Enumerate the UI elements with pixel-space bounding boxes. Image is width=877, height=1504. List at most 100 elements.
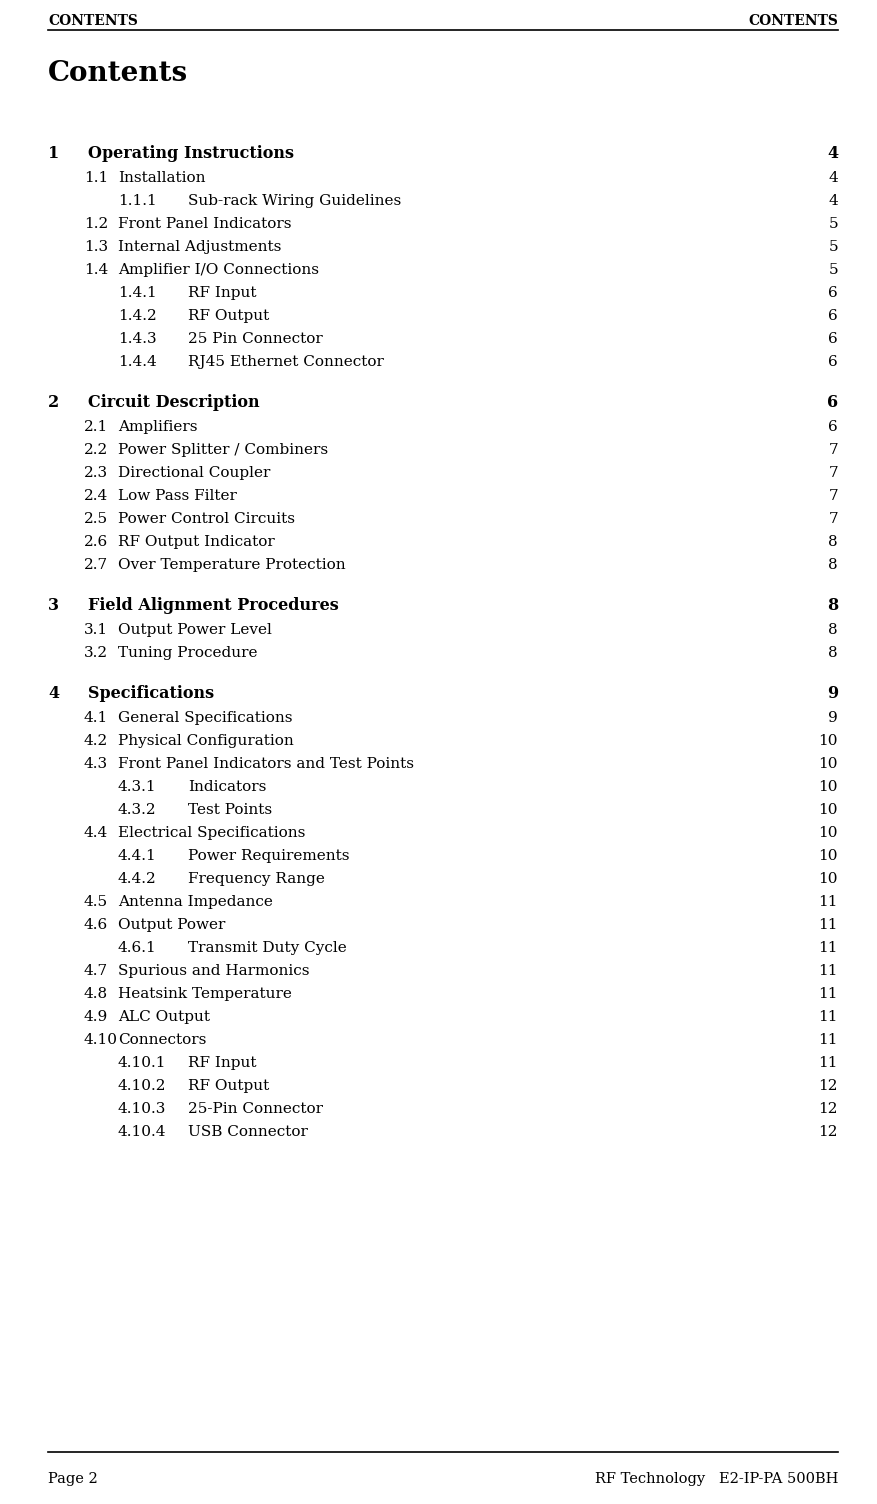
Text: Amplifier I/O Connections: Amplifier I/O Connections — [118, 263, 318, 277]
Text: 8: 8 — [827, 623, 837, 638]
Text: 1.4.2: 1.4.2 — [118, 308, 157, 323]
Text: Installation: Installation — [118, 171, 205, 185]
Text: 11: 11 — [817, 1011, 837, 1024]
Text: 10: 10 — [817, 734, 837, 747]
Text: 1.4.3: 1.4.3 — [118, 332, 156, 346]
Text: 2.5: 2.5 — [84, 511, 108, 526]
Text: 4.3.2: 4.3.2 — [118, 803, 156, 817]
Text: 4.10.2: 4.10.2 — [118, 1078, 167, 1093]
Text: RF Technology   E2-IP-PA 500BH: RF Technology E2-IP-PA 500BH — [594, 1472, 837, 1486]
Text: 25-Pin Connector: 25-Pin Connector — [188, 1102, 323, 1116]
Text: RF Input: RF Input — [188, 1056, 256, 1069]
Text: 11: 11 — [817, 1033, 837, 1047]
Text: 4.6: 4.6 — [84, 917, 108, 932]
Text: 6: 6 — [827, 355, 837, 368]
Text: 8: 8 — [827, 535, 837, 549]
Text: RF Output Indicator: RF Output Indicator — [118, 535, 275, 549]
Text: 7: 7 — [827, 444, 837, 457]
Text: 7: 7 — [827, 466, 837, 480]
Text: Electrical Specifications: Electrical Specifications — [118, 826, 305, 841]
Text: 10: 10 — [817, 848, 837, 863]
Text: 12: 12 — [817, 1102, 837, 1116]
Text: General Specifications: General Specifications — [118, 711, 292, 725]
Text: Low Pass Filter: Low Pass Filter — [118, 489, 237, 502]
Text: Front Panel Indicators: Front Panel Indicators — [118, 217, 291, 232]
Text: Contents: Contents — [48, 60, 188, 87]
Text: 4.5: 4.5 — [84, 895, 108, 908]
Text: 5: 5 — [827, 263, 837, 277]
Text: 9: 9 — [827, 711, 837, 725]
Text: 12: 12 — [817, 1125, 837, 1139]
Text: Physical Configuration: Physical Configuration — [118, 734, 294, 747]
Text: 7: 7 — [827, 511, 837, 526]
Text: 3.1: 3.1 — [84, 623, 108, 638]
Text: 6: 6 — [827, 332, 837, 346]
Text: 2.7: 2.7 — [84, 558, 108, 572]
Text: 4: 4 — [827, 194, 837, 208]
Text: 1.4.1: 1.4.1 — [118, 286, 157, 299]
Text: 4.2: 4.2 — [84, 734, 108, 747]
Text: Spurious and Harmonics: Spurious and Harmonics — [118, 964, 310, 978]
Text: 4.8: 4.8 — [84, 987, 108, 1002]
Text: 6: 6 — [827, 286, 837, 299]
Text: 4.4.2: 4.4.2 — [118, 872, 157, 886]
Text: 1.4.4: 1.4.4 — [118, 355, 157, 368]
Text: Frequency Range: Frequency Range — [188, 872, 324, 886]
Text: 12: 12 — [817, 1078, 837, 1093]
Text: 4.3: 4.3 — [84, 757, 108, 772]
Text: 8: 8 — [827, 647, 837, 660]
Text: Internal Adjustments: Internal Adjustments — [118, 241, 281, 254]
Text: 8: 8 — [827, 558, 837, 572]
Text: 11: 11 — [817, 942, 837, 955]
Text: CONTENTS: CONTENTS — [747, 14, 837, 29]
Text: 4.6.1: 4.6.1 — [118, 942, 157, 955]
Text: 11: 11 — [817, 987, 837, 1002]
Text: Over Temperature Protection: Over Temperature Protection — [118, 558, 346, 572]
Text: 4.9: 4.9 — [84, 1011, 108, 1024]
Text: 4: 4 — [48, 684, 59, 702]
Text: Sub-rack Wiring Guidelines: Sub-rack Wiring Guidelines — [188, 194, 401, 208]
Text: 4.10.3: 4.10.3 — [118, 1102, 166, 1116]
Text: 10: 10 — [817, 803, 837, 817]
Text: Antenna Impedance: Antenna Impedance — [118, 895, 273, 908]
Text: 4: 4 — [826, 144, 837, 162]
Text: 11: 11 — [817, 917, 837, 932]
Text: 1.2: 1.2 — [84, 217, 108, 232]
Text: Directional Coupler: Directional Coupler — [118, 466, 270, 480]
Text: 10: 10 — [817, 826, 837, 841]
Text: Specifications: Specifications — [88, 684, 214, 702]
Text: Connectors: Connectors — [118, 1033, 206, 1047]
Text: 10: 10 — [817, 781, 837, 794]
Text: Test Points: Test Points — [188, 803, 272, 817]
Text: 25 Pin Connector: 25 Pin Connector — [188, 332, 323, 346]
Text: RF Output: RF Output — [188, 1078, 269, 1093]
Text: 4.10: 4.10 — [84, 1033, 118, 1047]
Text: Amplifiers: Amplifiers — [118, 420, 197, 435]
Text: 2.1: 2.1 — [84, 420, 108, 435]
Text: 1.3: 1.3 — [84, 241, 108, 254]
Text: 9: 9 — [826, 684, 837, 702]
Text: 4.7: 4.7 — [84, 964, 108, 978]
Text: 1: 1 — [48, 144, 59, 162]
Text: 4.4: 4.4 — [84, 826, 108, 841]
Text: Transmit Duty Cycle: Transmit Duty Cycle — [188, 942, 346, 955]
Text: Power Requirements: Power Requirements — [188, 848, 349, 863]
Text: 4.1: 4.1 — [84, 711, 108, 725]
Text: 5: 5 — [827, 241, 837, 254]
Text: USB Connector: USB Connector — [188, 1125, 308, 1139]
Text: CONTENTS: CONTENTS — [48, 14, 138, 29]
Text: RF Input: RF Input — [188, 286, 256, 299]
Text: 11: 11 — [817, 1056, 837, 1069]
Text: 1.4: 1.4 — [84, 263, 108, 277]
Text: 2: 2 — [48, 394, 59, 411]
Text: 2.6: 2.6 — [84, 535, 108, 549]
Text: 10: 10 — [817, 872, 837, 886]
Text: Page 2: Page 2 — [48, 1472, 97, 1486]
Text: 4.10.1: 4.10.1 — [118, 1056, 167, 1069]
Text: 6: 6 — [827, 420, 837, 435]
Text: Power Control Circuits: Power Control Circuits — [118, 511, 295, 526]
Text: 2.3: 2.3 — [84, 466, 108, 480]
Text: Heatsink Temperature: Heatsink Temperature — [118, 987, 291, 1002]
Text: 6: 6 — [827, 308, 837, 323]
Text: Tuning Procedure: Tuning Procedure — [118, 647, 257, 660]
